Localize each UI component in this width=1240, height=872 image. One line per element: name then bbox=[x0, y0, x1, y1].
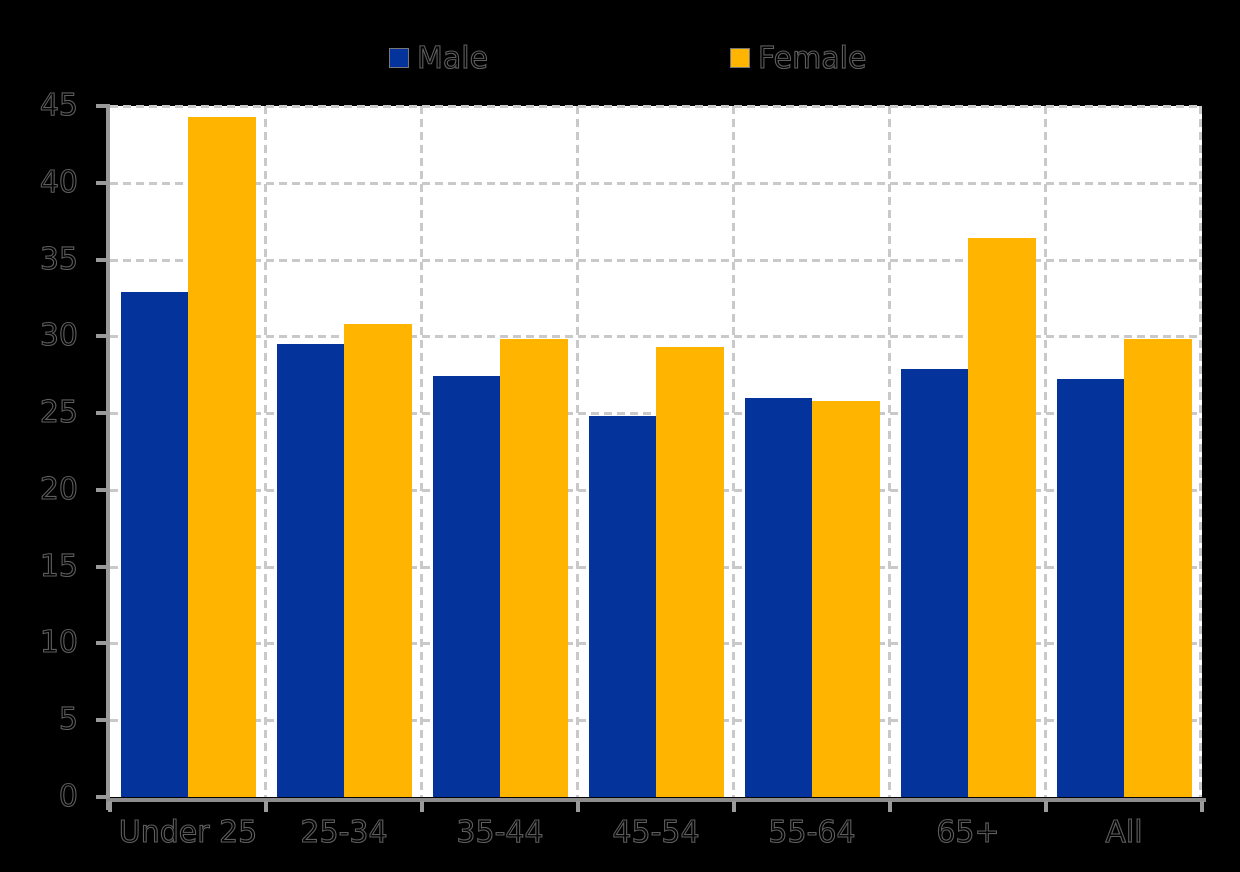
y-tick bbox=[96, 411, 107, 416]
gridline-h bbox=[110, 105, 1202, 108]
gridline-v bbox=[264, 106, 267, 797]
bar-female bbox=[344, 324, 412, 797]
bar-female bbox=[656, 347, 724, 797]
y-axis-label: 25 bbox=[39, 395, 78, 431]
y-tick bbox=[96, 104, 107, 108]
y-tick bbox=[96, 334, 107, 339]
y-axis-label: 5 bbox=[58, 702, 78, 738]
x-axis-label: All bbox=[1105, 814, 1143, 850]
x-axis-line bbox=[106, 798, 1206, 802]
bar-female bbox=[500, 339, 568, 797]
gridline-h bbox=[110, 258, 1202, 262]
gridline-v bbox=[420, 106, 423, 797]
x-tick bbox=[576, 801, 580, 812]
x-tick bbox=[888, 801, 892, 812]
bar-male bbox=[277, 344, 344, 797]
bar-female bbox=[188, 116, 256, 797]
gridline-v bbox=[1199, 106, 1202, 797]
x-tick bbox=[264, 801, 268, 812]
y-axis-label: 35 bbox=[39, 241, 78, 277]
y-axis-label: 45 bbox=[39, 87, 78, 123]
x-axis-label: 45-54 bbox=[612, 814, 700, 850]
y-tick bbox=[96, 180, 107, 185]
x-tick bbox=[108, 801, 112, 812]
gridline-h bbox=[110, 181, 1202, 185]
y-tick bbox=[96, 257, 107, 262]
y-axis-label: 30 bbox=[39, 318, 78, 354]
y-tick bbox=[96, 564, 107, 569]
x-tick bbox=[420, 801, 424, 812]
legend-swatch-female bbox=[730, 48, 750, 68]
legend-swatch-male bbox=[389, 48, 409, 68]
x-axis-label: 25-34 bbox=[300, 814, 388, 850]
x-tick bbox=[1044, 801, 1048, 812]
x-axis-label: 55-64 bbox=[768, 814, 856, 850]
plot-area bbox=[110, 105, 1202, 797]
bar-male bbox=[1057, 379, 1124, 797]
gridline-v bbox=[1044, 106, 1047, 797]
y-axis-label: 10 bbox=[39, 625, 78, 661]
x-axis-label: 65+ bbox=[936, 814, 1000, 850]
gridline-v bbox=[576, 106, 579, 797]
bar-female bbox=[968, 238, 1036, 797]
bar-male bbox=[589, 416, 656, 797]
gridline-v bbox=[888, 106, 891, 797]
y-axis-label: 20 bbox=[39, 471, 78, 507]
y-tick bbox=[96, 487, 107, 492]
y-axis-label: 0 bbox=[58, 778, 78, 814]
bar-female bbox=[1124, 339, 1192, 797]
x-axis-label: 35-44 bbox=[456, 814, 544, 850]
bar-female bbox=[812, 400, 880, 797]
x-axis-label: Under 25 bbox=[118, 814, 258, 850]
bar-male bbox=[901, 368, 968, 797]
gridline-v bbox=[732, 106, 735, 797]
y-axis-line bbox=[106, 104, 110, 810]
legend-label-male: Male bbox=[416, 41, 489, 76]
y-axis-label: 15 bbox=[39, 548, 78, 584]
y-tick bbox=[96, 718, 107, 723]
bar-male bbox=[745, 397, 812, 797]
bar-male bbox=[121, 291, 188, 797]
y-tick bbox=[96, 795, 107, 799]
legend-label-female: Female bbox=[757, 41, 867, 76]
y-tick bbox=[96, 641, 107, 646]
x-tick bbox=[732, 801, 736, 812]
bar-male bbox=[433, 376, 500, 797]
gridline-h bbox=[110, 335, 1202, 339]
x-tick bbox=[1200, 801, 1204, 812]
y-axis-label: 40 bbox=[39, 164, 78, 200]
